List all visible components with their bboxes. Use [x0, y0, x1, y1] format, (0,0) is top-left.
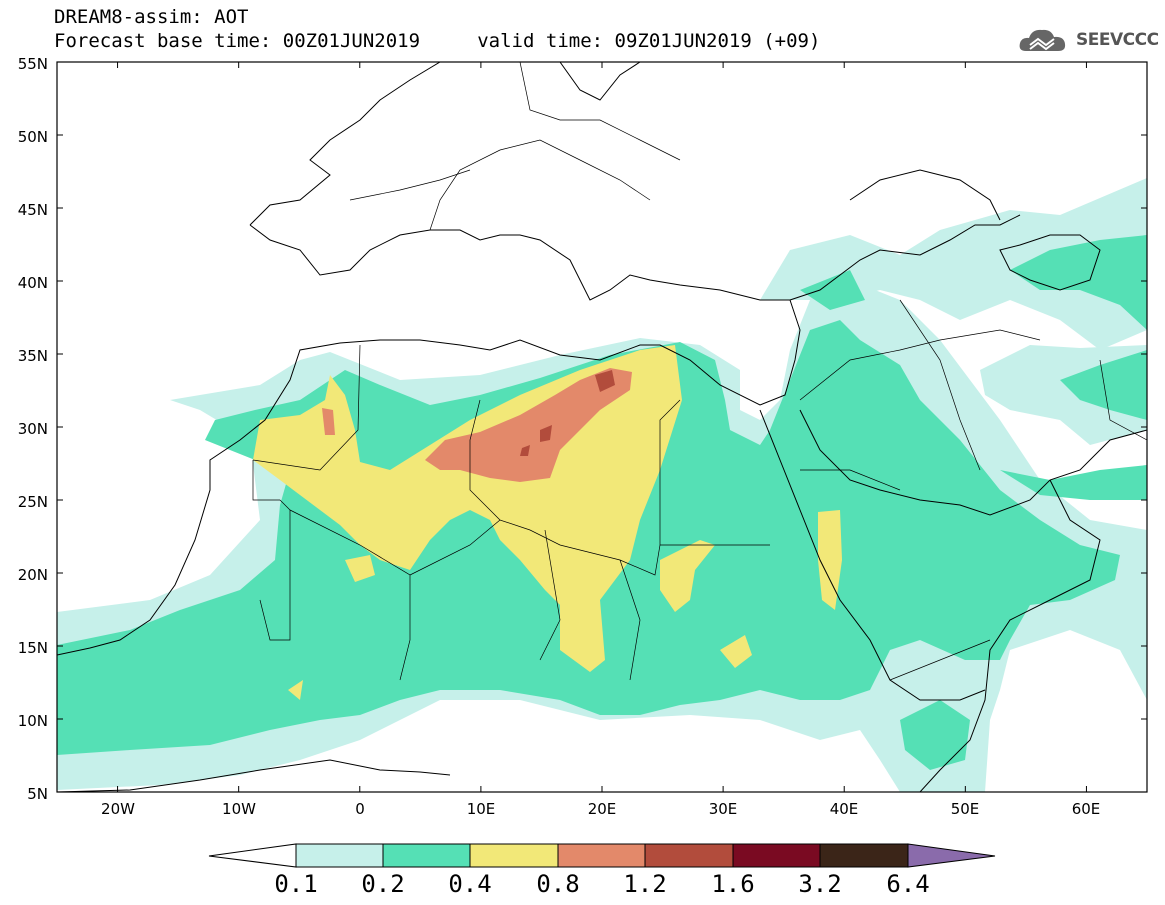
lon-label: 60E — [1071, 800, 1101, 818]
aot-band-0-8 — [322, 368, 632, 482]
map-title: DREAM8-assim: AOT — [54, 6, 249, 28]
lon-label: 30E — [708, 800, 738, 818]
lat-label: 35N — [17, 347, 48, 365]
brand-name: SEEVCCC — [1076, 30, 1159, 50]
lat-label: 45N — [17, 201, 48, 219]
aot-field — [57, 178, 1147, 792]
lon-label: 20W — [101, 800, 135, 818]
lat-label: 20N — [17, 566, 48, 584]
colorbar-label: 6.4 — [886, 870, 930, 898]
map-frame — [56, 61, 1148, 793]
lat-label: 50N — [17, 128, 48, 146]
lat-label: 55N — [17, 55, 48, 73]
lat-label: 15N — [17, 639, 48, 657]
lon-label: 20E — [587, 800, 617, 818]
forecast-time-line: Forecast base time: 00Z01JUN2019 valid t… — [54, 30, 821, 52]
colorbar-label: 0.2 — [361, 870, 405, 898]
brand-logo: SEEVCCC — [1018, 24, 1159, 56]
country-borders — [252, 62, 1147, 681]
colorbar-label: 1.6 — [711, 870, 755, 898]
lat-label: 10N — [17, 712, 48, 730]
lon-label: 0 — [355, 800, 365, 818]
colorbar-label: 0.4 — [448, 870, 492, 898]
lon-label: 50E — [950, 800, 980, 818]
coastlines — [57, 62, 1147, 792]
colorbar-label: 0.8 — [536, 870, 580, 898]
lat-label: 25N — [17, 493, 48, 511]
lat-label: 5N — [27, 785, 48, 803]
cloud-logo-icon — [1019, 29, 1066, 51]
lat-label: 40N — [17, 274, 48, 292]
lat-label: 30N — [17, 420, 48, 438]
lon-label: 10E — [466, 800, 496, 818]
colorbar-label: 0.1 — [274, 870, 318, 898]
aot-band-1-2 — [520, 370, 615, 456]
lon-label: 10W — [222, 800, 256, 818]
lon-label: 40E — [829, 800, 859, 818]
colorbar-label: 1.2 — [623, 870, 667, 898]
colorbar-label: 3.2 — [798, 870, 842, 898]
